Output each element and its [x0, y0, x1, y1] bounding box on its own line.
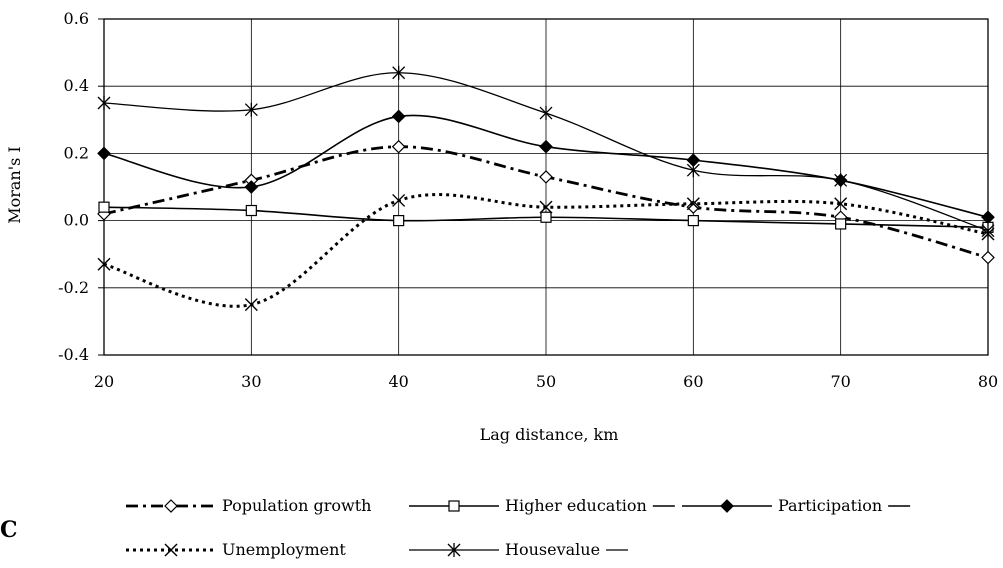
- y-axis-label: Moran's I: [5, 146, 24, 224]
- point-housevalue-70: [834, 173, 848, 188]
- point-housevalue-40: [392, 65, 406, 80]
- point-higher-education-40: [393, 215, 405, 227]
- point-participation-80: [981, 210, 995, 225]
- legend-label-population-growth: Population growth: [222, 496, 371, 515]
- x-tick-label-0: 20: [94, 372, 114, 391]
- x-tick-label-3: 50: [536, 372, 556, 391]
- point-unemployment-40: [392, 193, 406, 207]
- x-axis-ticks: 20 30 40 50 60 70 80: [94, 372, 998, 391]
- point-housevalue-30: [244, 102, 258, 117]
- point-higher-education-60: [687, 215, 699, 227]
- point-participation-30: [244, 180, 259, 194]
- legend-marker-participation: [720, 499, 734, 513]
- series-housevalue: [97, 65, 995, 238]
- point-housevalue-80: [981, 223, 995, 238]
- y-tick-label-2: 0.0: [64, 211, 89, 230]
- legend-marker-unemployment: [164, 543, 178, 557]
- legend-marker-population-growth: [164, 499, 178, 513]
- point-unemployment-20: [97, 257, 111, 271]
- legend-marker-housevalue: [447, 543, 461, 557]
- point-population-growth-80: [981, 250, 995, 265]
- x-tick-label-2: 40: [388, 372, 408, 391]
- legend-label-participation: Participation: [778, 496, 882, 515]
- legend-label-higher-education: Higher education: [505, 496, 647, 515]
- point-higher-education-20: [98, 201, 110, 213]
- x-tick-label-6: 80: [978, 372, 998, 391]
- legend-entry-population-growth: Population growth: [126, 496, 371, 515]
- legend: Population growth Higher education Partici…: [126, 496, 911, 559]
- plot-frame: [103, 18, 989, 356]
- point-population-growth-50: [539, 170, 553, 184]
- x-tick-label-1: 30: [241, 372, 261, 391]
- point-unemployment-50: [539, 200, 553, 214]
- y-tick-label-1: -0.2: [58, 278, 89, 297]
- point-unemployment-30: [244, 298, 258, 312]
- point-housevalue-60: [686, 163, 700, 178]
- y-tick-label-4: 0.4: [64, 76, 89, 95]
- point-higher-education-30: [245, 204, 257, 217]
- y-tick-label-0: -0.4: [58, 345, 89, 364]
- y-tick-label-5: 0.6: [64, 9, 89, 28]
- x-axis-label: Lag distance, km: [480, 425, 619, 444]
- legend-entry-housevalue: Housevalue: [409, 540, 629, 559]
- legend-entry-higher-education: Higher education: [409, 496, 675, 515]
- point-higher-education-50: [540, 211, 552, 223]
- point-participation-50: [539, 139, 553, 154]
- point-housevalue-50: [539, 106, 553, 121]
- point-unemployment-70: [834, 197, 848, 211]
- x-tick-label-5: 70: [830, 372, 850, 391]
- x-tick-label-4: 60: [683, 372, 703, 391]
- point-participation-40: [391, 109, 406, 124]
- point-participation-20: [97, 146, 111, 161]
- point-unemployment-60: [686, 197, 700, 211]
- legend-entry-participation: Participation: [682, 496, 911, 515]
- point-higher-education-70: [835, 218, 847, 230]
- series-layer: [97, 65, 995, 312]
- legend-entry-unemployment: Unemployment: [126, 540, 346, 559]
- point-housevalue-20: [97, 96, 111, 110]
- y-axis-ticks: -0.4 -0.2 0.0 0.2 0.4 0.6: [58, 9, 104, 364]
- panel-letter: C: [0, 517, 18, 543]
- legend-marker-higher-education: [448, 500, 460, 512]
- legend-label-unemployment: Unemployment: [222, 540, 346, 559]
- point-population-growth-40: [391, 139, 406, 154]
- legend-label-housevalue: Housevalue: [505, 540, 600, 559]
- y-tick-label-3: 0.2: [64, 143, 89, 162]
